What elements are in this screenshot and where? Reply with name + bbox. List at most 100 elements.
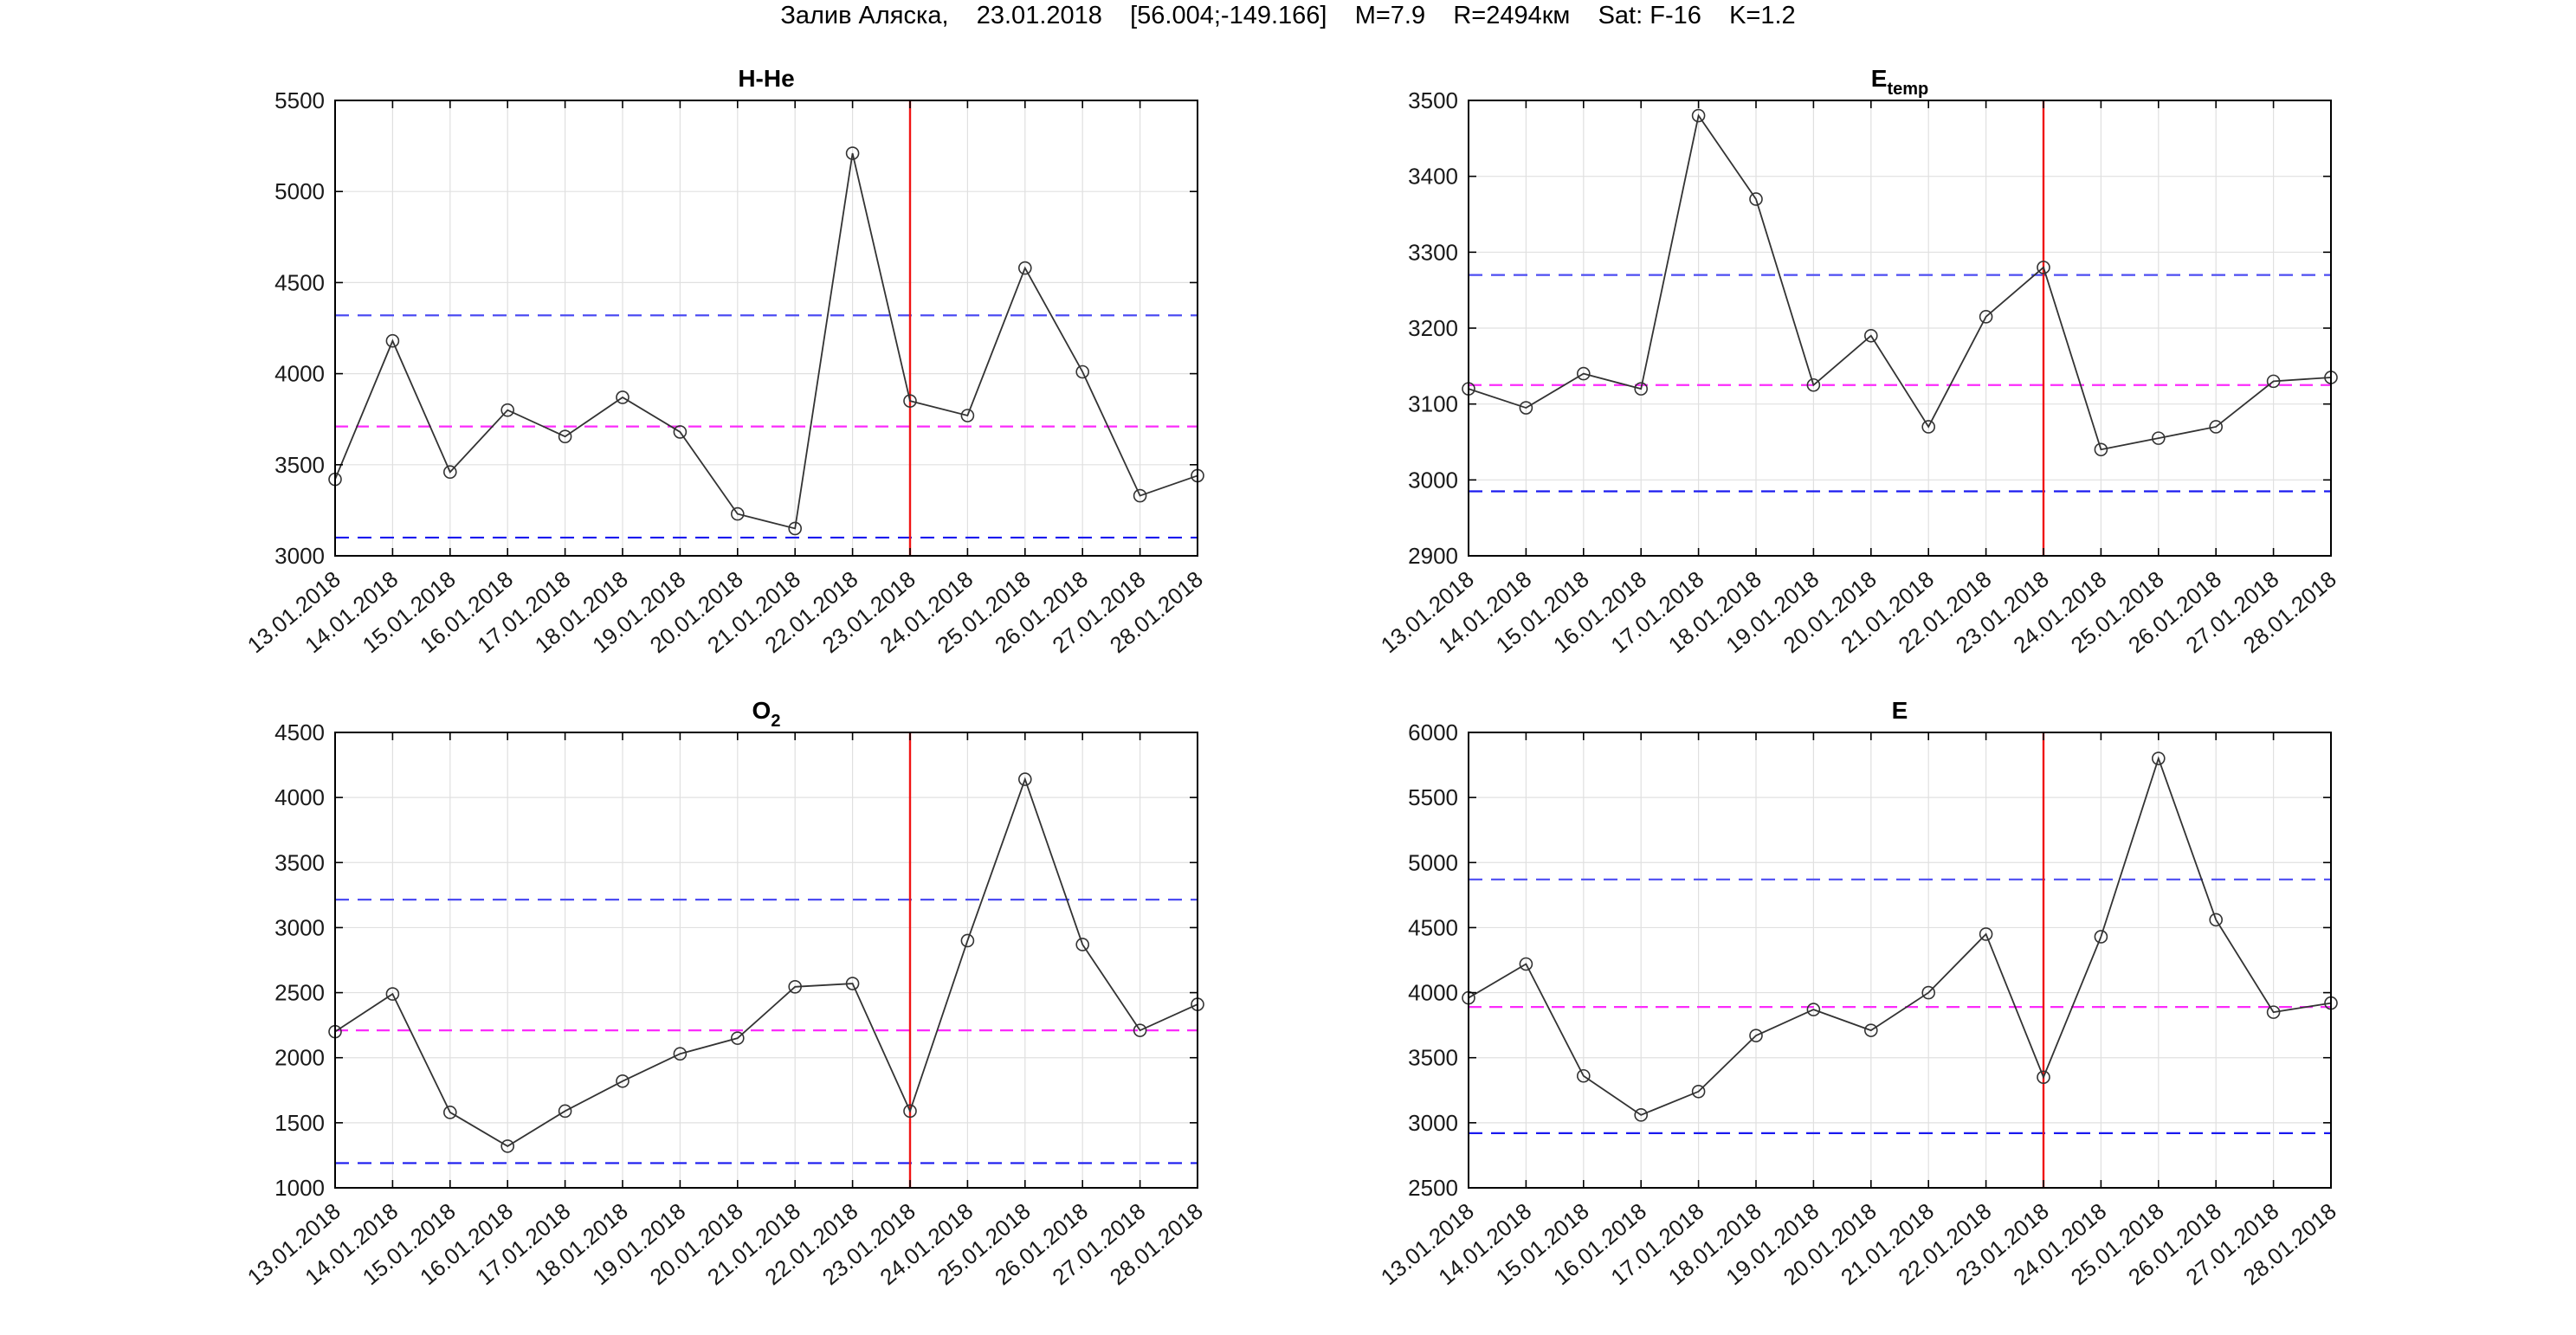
subplot-title: E bbox=[1892, 697, 1908, 724]
data-point bbox=[558, 429, 572, 443]
tick-marks bbox=[334, 732, 1198, 1189]
data-point bbox=[1691, 1084, 1706, 1099]
grid bbox=[1468, 100, 2332, 557]
y-tick-label: 3400 bbox=[1408, 164, 1458, 190]
subplot-title: Etemp bbox=[1871, 65, 1928, 99]
x-tick-labels: 13.01.201814.01.201815.01.201816.01.2018… bbox=[1376, 1198, 2341, 1291]
data-point bbox=[2209, 420, 2224, 434]
y-tick-label: 2900 bbox=[1408, 543, 1458, 569]
data-point bbox=[845, 977, 860, 990]
y-tick-label: 4000 bbox=[274, 784, 325, 810]
y-tick-label: 3000 bbox=[274, 914, 325, 940]
tick-marks bbox=[334, 100, 1198, 557]
data-point bbox=[1075, 938, 1090, 951]
y-tick-label: 5500 bbox=[1408, 784, 1458, 810]
axes-box bbox=[334, 100, 1198, 557]
data-point bbox=[500, 1139, 515, 1153]
y-tick-labels: 1000 1500 2000 2500 3000 3500 4000 4500 bbox=[274, 719, 325, 1201]
data-markers bbox=[328, 772, 1204, 1153]
data-point bbox=[1519, 957, 1533, 971]
data-point bbox=[903, 1104, 917, 1119]
data-point bbox=[1133, 1023, 1147, 1037]
data-markers bbox=[328, 146, 1204, 536]
data-point bbox=[845, 146, 860, 160]
data-point bbox=[1017, 772, 1032, 786]
x-tick-labels: 13.01.201814.01.201815.01.201816.01.2018… bbox=[242, 566, 1208, 659]
data-point bbox=[903, 394, 917, 408]
y-tick-label: 4500 bbox=[274, 269, 325, 295]
data-point bbox=[1017, 261, 1032, 275]
data-point bbox=[385, 987, 400, 1001]
y-tick-label: 3000 bbox=[274, 543, 325, 569]
tick-marks bbox=[1468, 732, 2332, 1189]
data-line bbox=[1468, 113, 2332, 451]
data-markers bbox=[1462, 751, 2338, 1122]
subplot-title: O2 bbox=[752, 697, 781, 731]
data-point bbox=[1576, 366, 1591, 381]
data-point bbox=[730, 1031, 745, 1045]
data-point bbox=[616, 390, 629, 404]
data-point bbox=[788, 980, 803, 994]
data-point bbox=[442, 465, 457, 480]
data-point bbox=[1863, 328, 1878, 343]
subplot-e-temp: 2900 3000 3100 3200 3300 3400 3500 13.01.201814… bbox=[1376, 65, 2341, 658]
tick-marks bbox=[1468, 100, 2332, 557]
data-point bbox=[616, 1074, 629, 1088]
axes-box bbox=[334, 732, 1198, 1189]
axes-box bbox=[1468, 732, 2332, 1189]
data-line bbox=[334, 152, 1198, 530]
grid bbox=[1468, 732, 2332, 1189]
data-point bbox=[442, 1106, 457, 1119]
data-point bbox=[1075, 364, 1090, 379]
data-point bbox=[1921, 420, 1936, 434]
y-tick-label: 2500 bbox=[274, 980, 325, 1006]
data-point bbox=[1634, 382, 1649, 396]
y-tick-label: 3500 bbox=[1408, 87, 1458, 113]
x-tick-labels: 13.01.201814.01.201815.01.201816.01.2018… bbox=[242, 1198, 1208, 1291]
y-tick-label: 2000 bbox=[274, 1045, 325, 1071]
data-point bbox=[1749, 1029, 1763, 1042]
y-tick-label: 4000 bbox=[1408, 980, 1458, 1006]
data-point bbox=[2266, 1005, 2281, 1019]
y-tick-label: 4500 bbox=[274, 719, 325, 745]
y-tick-label: 3100 bbox=[1408, 391, 1458, 417]
y-tick-label: 4500 bbox=[1408, 914, 1458, 940]
y-tick-label: 3000 bbox=[1408, 1110, 1458, 1136]
data-point bbox=[1576, 1068, 1591, 1083]
data-point bbox=[788, 521, 803, 536]
data-line bbox=[1468, 756, 2332, 1116]
data-point bbox=[2151, 751, 2166, 765]
data-point bbox=[1133, 488, 1147, 503]
data-point bbox=[2037, 1070, 2050, 1085]
y-tick-label: 3200 bbox=[1408, 315, 1458, 341]
y-tick-label: 3300 bbox=[1408, 239, 1458, 265]
data-point bbox=[673, 425, 688, 439]
data-line bbox=[334, 777, 1198, 1147]
data-point bbox=[1979, 927, 1993, 941]
subplot-e: 2500 3000 3500 4000 4500 5000 5500 6000 13.01.20… bbox=[1376, 697, 2341, 1291]
data-point bbox=[730, 506, 745, 521]
grid bbox=[334, 732, 1198, 1189]
y-tick-label: 5000 bbox=[1408, 849, 1458, 875]
data-point bbox=[1691, 108, 1706, 123]
data-point bbox=[1519, 401, 1533, 415]
data-point bbox=[960, 933, 975, 948]
subplot-title: H-He bbox=[738, 65, 794, 92]
data-point bbox=[1634, 1108, 1649, 1122]
y-tick-labels: 2500 3000 3500 4000 4500 5000 5500 6000 bbox=[1408, 719, 1458, 1201]
data-point bbox=[2209, 913, 2224, 927]
y-tick-label: 3500 bbox=[274, 452, 325, 478]
data-point bbox=[1979, 310, 1993, 324]
y-tick-label: 3000 bbox=[1408, 467, 1458, 493]
data-point bbox=[500, 403, 515, 417]
y-tick-label: 2500 bbox=[1408, 1175, 1458, 1201]
y-tick-label: 3500 bbox=[1408, 1045, 1458, 1071]
y-tick-label: 1000 bbox=[274, 1175, 325, 1201]
data-point bbox=[2094, 930, 2108, 944]
y-tick-label: 5000 bbox=[274, 178, 325, 204]
y-tick-label: 6000 bbox=[1408, 719, 1458, 745]
data-point bbox=[1749, 192, 1763, 206]
data-point bbox=[1806, 377, 1821, 392]
data-point bbox=[960, 409, 975, 422]
